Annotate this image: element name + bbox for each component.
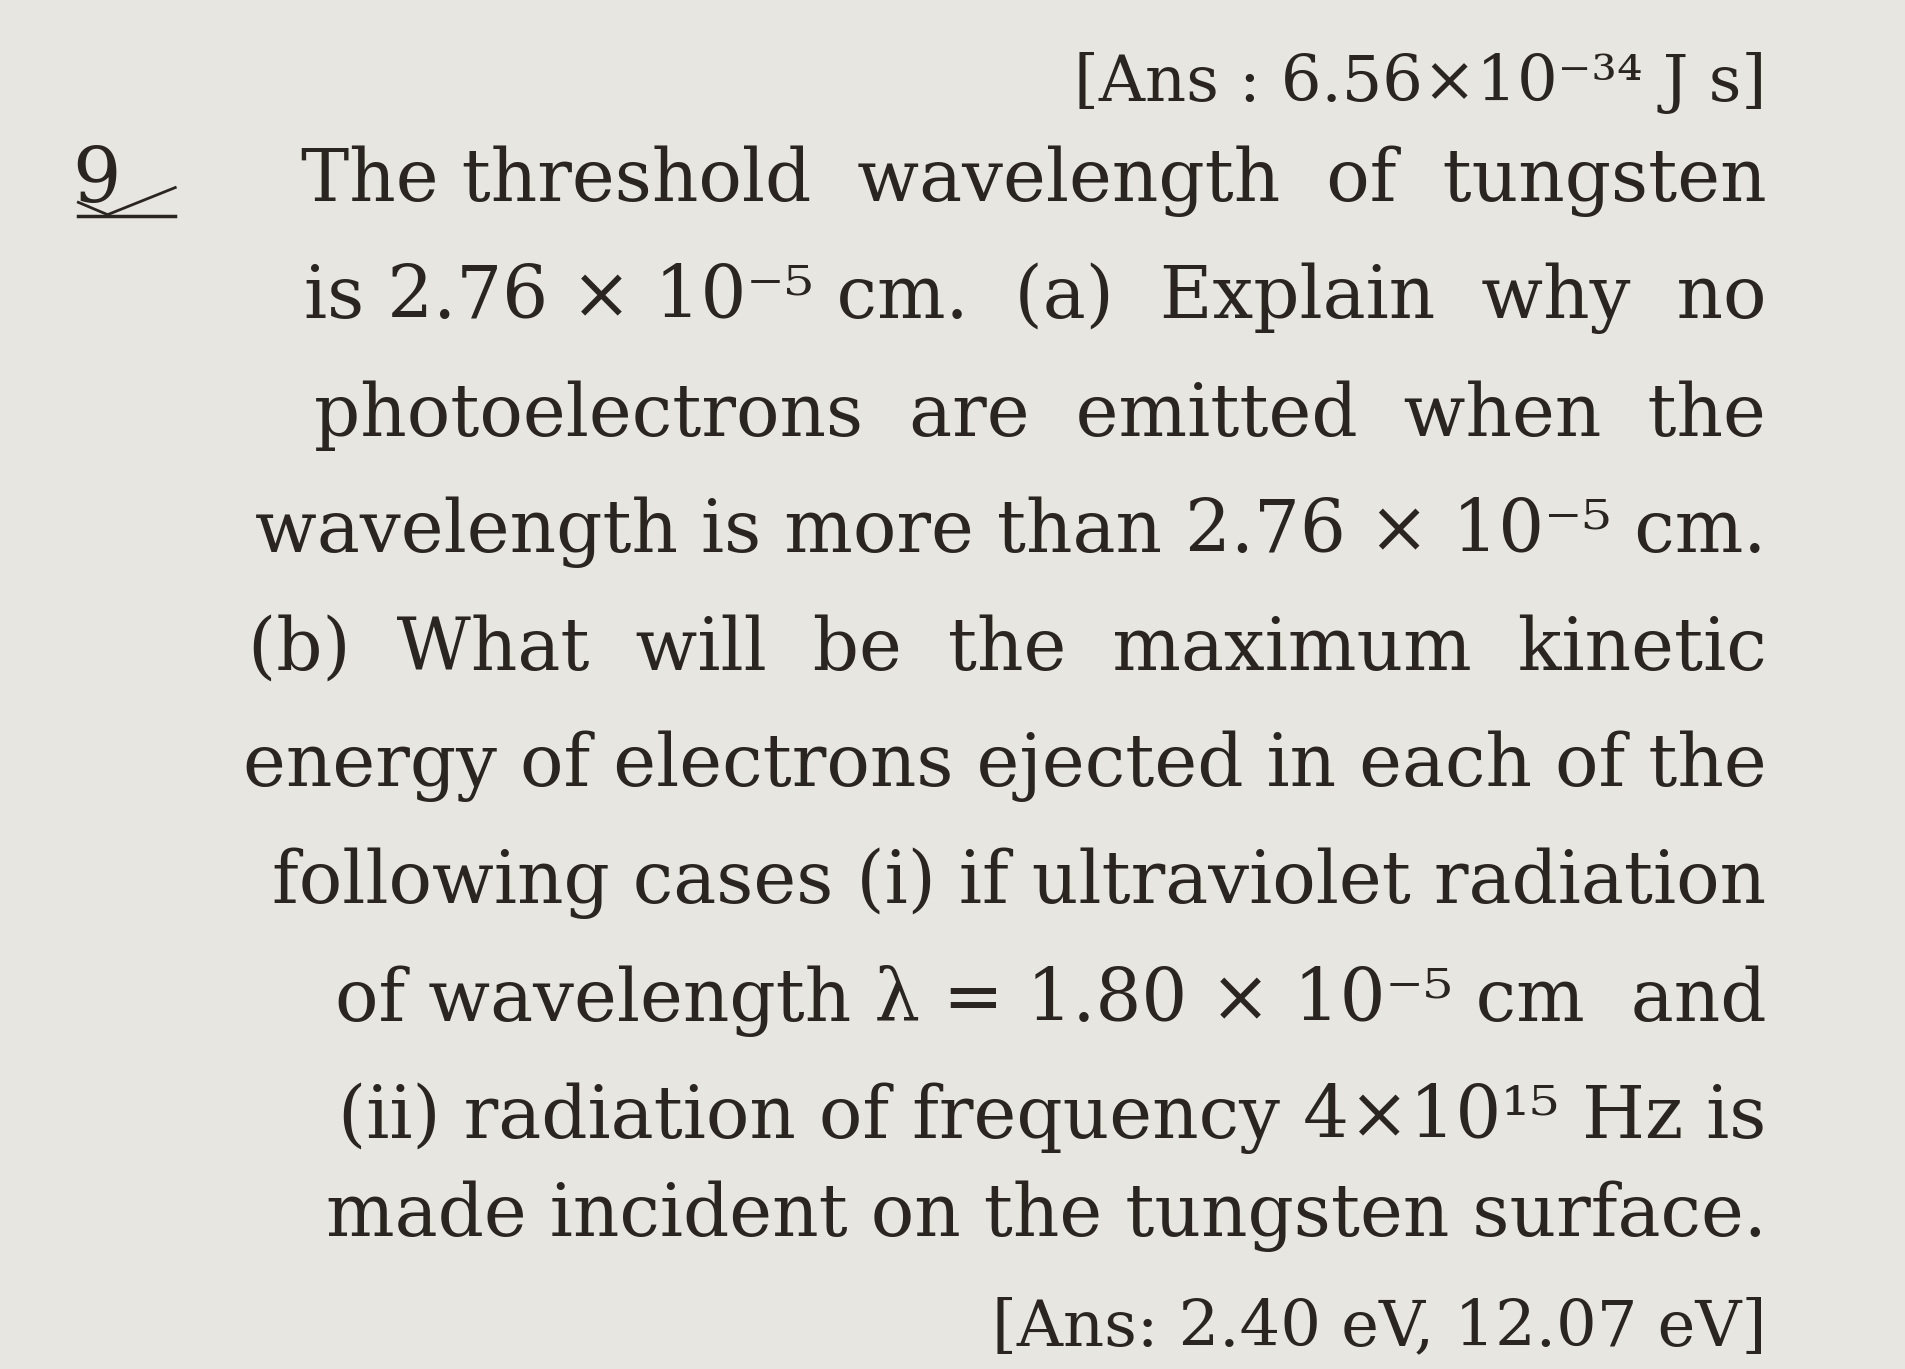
Text: [Ans: 2.40 eV, 12.07 eV]: [Ans: 2.40 eV, 12.07 eV]	[993, 1296, 1766, 1358]
Text: is 2.76 × 10⁻⁵ cm.  (a)  Explain  why  no: is 2.76 × 10⁻⁵ cm. (a) Explain why no	[303, 263, 1766, 334]
Text: wavelength is more than 2.76 × 10⁻⁵ cm.: wavelength is more than 2.76 × 10⁻⁵ cm.	[255, 497, 1766, 568]
Text: (ii) radiation of frequency 4×10¹⁵ Hz is: (ii) radiation of frequency 4×10¹⁵ Hz is	[337, 1082, 1766, 1154]
Text: (b)  What  will  be  the  maximum  kinetic: (b) What will be the maximum kinetic	[248, 615, 1766, 684]
Text: The threshold  wavelength  of  tungsten: The threshold wavelength of tungsten	[301, 145, 1766, 218]
Text: following cases (i) if ultraviolet radiation: following cases (i) if ultraviolet radia…	[272, 847, 1766, 920]
Text: [Ans : 6.56×10⁻³⁴ J s]: [Ans : 6.56×10⁻³⁴ J s]	[1074, 52, 1766, 114]
Text: of wavelength λ = 1.80 × 10⁻⁵ cm  and: of wavelength λ = 1.80 × 10⁻⁵ cm and	[335, 965, 1766, 1036]
Text: photoelectrons  are  emitted  when  the: photoelectrons are emitted when the	[314, 381, 1766, 450]
Text: energy of electrons ejected in each of the: energy of electrons ejected in each of t…	[242, 731, 1766, 802]
Text: 9: 9	[72, 144, 120, 219]
Text: made incident on the tungsten surface.: made incident on the tungsten surface.	[326, 1180, 1766, 1253]
